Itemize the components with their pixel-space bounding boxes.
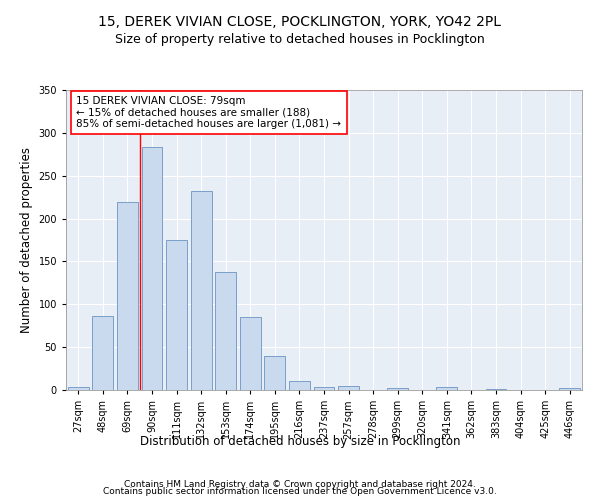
Text: Size of property relative to detached houses in Pocklington: Size of property relative to detached ho… [115, 32, 485, 46]
Bar [265, 356, 286, 390]
Bar [240, 317, 261, 390]
Bar [142, 148, 163, 390]
Bar [117, 202, 138, 390]
Bar [387, 388, 408, 390]
Bar [314, 386, 334, 390]
Bar [338, 386, 359, 390]
Y-axis label: Number of detached properties: Number of detached properties [20, 147, 33, 333]
Bar [166, 240, 187, 390]
Text: Contains HM Land Registry data © Crown copyright and database right 2024.: Contains HM Land Registry data © Crown c… [124, 480, 476, 489]
Bar [191, 191, 212, 390]
Bar [436, 388, 457, 390]
Bar [485, 389, 506, 390]
Text: 15 DEREK VIVIAN CLOSE: 79sqm
← 15% of detached houses are smaller (188)
85% of s: 15 DEREK VIVIAN CLOSE: 79sqm ← 15% of de… [76, 96, 341, 129]
Text: Contains public sector information licensed under the Open Government Licence v3: Contains public sector information licen… [103, 488, 497, 496]
Text: 15, DEREK VIVIAN CLOSE, POCKLINGTON, YORK, YO42 2PL: 15, DEREK VIVIAN CLOSE, POCKLINGTON, YOR… [98, 15, 502, 29]
Bar [68, 388, 89, 390]
Text: Distribution of detached houses by size in Pocklington: Distribution of detached houses by size … [140, 435, 460, 448]
Bar [559, 388, 580, 390]
Bar [92, 316, 113, 390]
Bar [289, 382, 310, 390]
Bar [215, 272, 236, 390]
